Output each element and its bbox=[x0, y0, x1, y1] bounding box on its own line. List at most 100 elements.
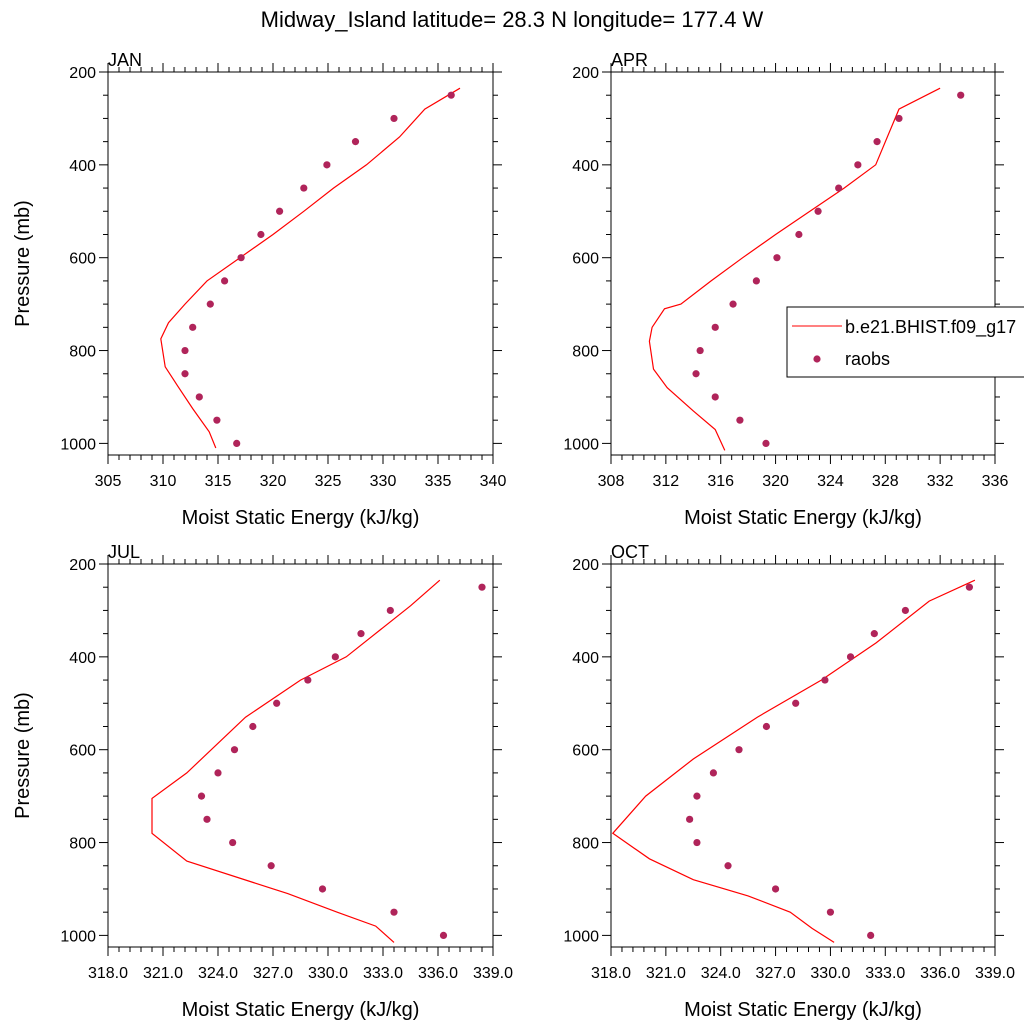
y-tick-label: 200 bbox=[572, 65, 599, 82]
y-tick-label: 400 bbox=[69, 650, 96, 667]
raobs-point bbox=[792, 699, 800, 707]
y-axis-label: Pressure (mb) bbox=[12, 200, 34, 327]
x-tick-label: 339.0 bbox=[975, 965, 1015, 982]
raobs-point bbox=[197, 792, 206, 800]
raobs-point bbox=[846, 653, 855, 661]
x-tick-label: 332 bbox=[927, 473, 954, 490]
x-tick-label: 320 bbox=[260, 473, 287, 490]
y-tick-label: 800 bbox=[69, 344, 96, 361]
raobs-point bbox=[735, 746, 743, 754]
raobs-point bbox=[189, 323, 197, 331]
model-line bbox=[611, 579, 976, 943]
y-tick-label: 200 bbox=[572, 557, 599, 574]
raobs-point bbox=[773, 254, 781, 262]
x-tick-label: 339.0 bbox=[473, 965, 513, 982]
raobs-point bbox=[867, 931, 875, 939]
raobs-point bbox=[965, 583, 974, 591]
x-tick-label: 318.0 bbox=[88, 965, 128, 982]
x-axis-label: Moist Static Energy (kJ/kg) bbox=[684, 507, 922, 529]
raobs-point bbox=[230, 746, 239, 754]
raobs-point bbox=[762, 722, 771, 731]
x-axis-label: Moist Static Energy (kJ/kg) bbox=[182, 999, 420, 1021]
x-tick-label: 327.0 bbox=[253, 965, 293, 982]
raobs-point bbox=[181, 346, 189, 355]
raobs-point bbox=[318, 885, 327, 893]
raobs-point bbox=[752, 277, 760, 285]
raobs-point bbox=[711, 393, 719, 401]
legend-line-label: b.e21.BHIST.f09_g17 bbox=[845, 317, 1016, 338]
legend-box bbox=[786, 306, 1024, 378]
legend-marker-sample bbox=[813, 355, 821, 363]
legend: b.e21.BHIST.f09_g17 raobs bbox=[786, 306, 1024, 378]
raobs-point bbox=[957, 91, 965, 99]
raobs-point bbox=[206, 300, 214, 308]
raobs-point bbox=[478, 583, 486, 591]
raobs-point bbox=[181, 370, 189, 378]
raobs-point bbox=[826, 908, 835, 916]
y-tick-label: 1000 bbox=[563, 436, 599, 453]
raobs-point bbox=[195, 393, 203, 401]
y-tick-label: 800 bbox=[69, 836, 96, 853]
y-tick-label: 400 bbox=[572, 158, 599, 175]
raobs-point bbox=[390, 114, 398, 123]
raobs-point bbox=[709, 769, 718, 777]
y-tick-label: 200 bbox=[69, 557, 96, 574]
y-tick-label: 600 bbox=[572, 743, 599, 760]
raobs-point bbox=[692, 370, 700, 378]
raobs-point bbox=[795, 230, 803, 239]
raobs-point bbox=[693, 792, 701, 800]
x-tick-label: 316 bbox=[707, 473, 734, 490]
raobs-point bbox=[901, 606, 910, 615]
x-tick-label: 321.0 bbox=[143, 965, 183, 982]
x-tick-label: 336.0 bbox=[920, 965, 960, 982]
y-tick-label: 1000 bbox=[60, 928, 96, 945]
figure-title: Midway_Island latitude= 28.3 N longitude… bbox=[261, 7, 764, 32]
x-tick-label: 333.0 bbox=[865, 965, 905, 982]
legend-marker-label: raobs bbox=[845, 349, 890, 369]
raobs-point bbox=[870, 630, 878, 638]
raobs-point bbox=[693, 838, 701, 847]
raobs-point bbox=[304, 676, 312, 684]
x-tick-label: 328 bbox=[872, 473, 899, 490]
panel-title: APR bbox=[611, 50, 648, 70]
raobs-point bbox=[447, 91, 455, 99]
x-tick-label: 308 bbox=[598, 473, 625, 490]
x-axis-label: Moist Static Energy (kJ/kg) bbox=[182, 507, 420, 529]
x-tick-label: 315 bbox=[205, 473, 232, 490]
x-tick-label: 310 bbox=[150, 473, 177, 490]
raobs-point bbox=[814, 207, 822, 215]
raobs-point bbox=[835, 184, 843, 192]
chart-panel-oct: OCT 318.0 321.0 324.0 327.0 330.0 333.0 336.0 33… bbox=[563, 542, 1015, 1021]
x-tick-label: 335 bbox=[425, 473, 452, 490]
panel-title: JAN bbox=[108, 50, 142, 70]
raobs-point bbox=[221, 277, 229, 285]
plot-frame bbox=[610, 71, 996, 456]
y-tick-label: 800 bbox=[572, 344, 599, 361]
y-tick-label: 600 bbox=[69, 743, 96, 760]
raobs-point bbox=[771, 885, 780, 893]
x-tick-label: 327.0 bbox=[756, 965, 796, 982]
y-tick-label: 600 bbox=[572, 251, 599, 268]
x-tick-label: 324.0 bbox=[701, 965, 741, 982]
raobs-point bbox=[724, 862, 732, 870]
plot-frame bbox=[107, 71, 494, 456]
x-tick-label: 324.0 bbox=[198, 965, 238, 982]
x-tick-label: 312 bbox=[653, 473, 680, 490]
x-tick-label: 320 bbox=[762, 473, 789, 490]
x-tick-label: 330.0 bbox=[308, 965, 348, 982]
panel-title: JUL bbox=[108, 542, 140, 562]
raobs-point bbox=[854, 161, 862, 169]
x-tick-label: 333.0 bbox=[363, 965, 403, 982]
y-tick-label: 200 bbox=[69, 65, 96, 82]
raobs-point bbox=[351, 138, 360, 146]
x-tick-label: 318.0 bbox=[591, 965, 631, 982]
raobs-point bbox=[214, 769, 222, 777]
raobs-point bbox=[233, 439, 241, 447]
chart-panels: JAN 305 310 315 320 325 330 335 340 200 400 600 800 1… bbox=[12, 50, 1015, 1021]
model-line bbox=[151, 579, 441, 943]
raobs-point bbox=[249, 722, 257, 731]
raobs-point bbox=[390, 908, 398, 916]
x-tick-label: 330.0 bbox=[810, 965, 850, 982]
panel-title: OCT bbox=[611, 542, 649, 562]
model-line bbox=[160, 87, 461, 449]
